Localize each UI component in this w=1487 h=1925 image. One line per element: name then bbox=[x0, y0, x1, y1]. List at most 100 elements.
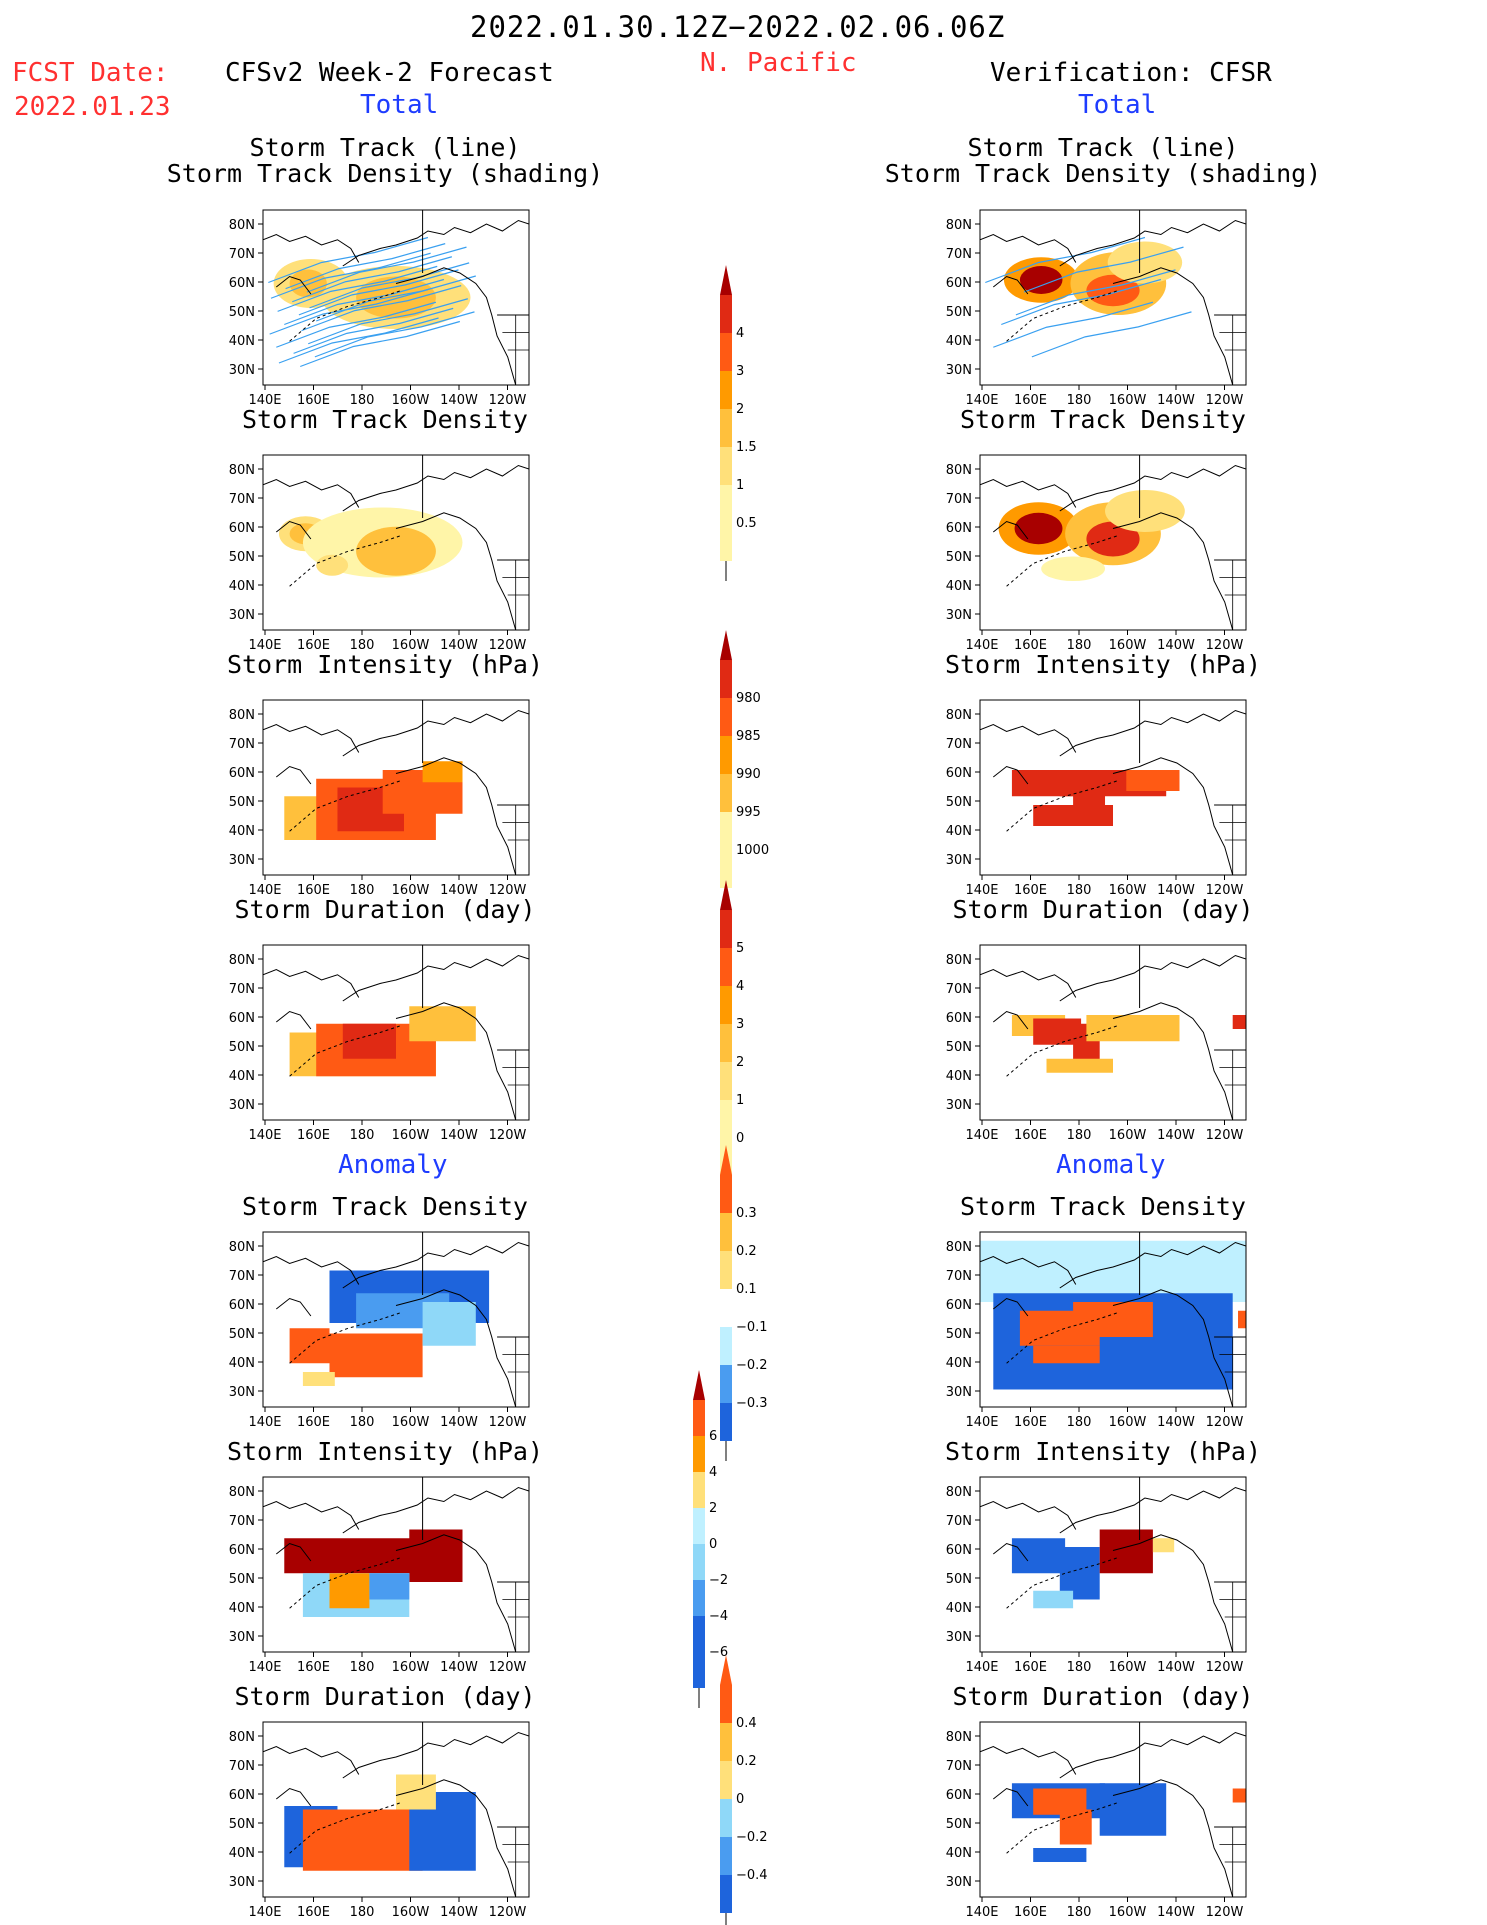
lon-label: 180 bbox=[350, 1128, 375, 1143]
colorbar-label: 6 bbox=[709, 1429, 717, 1444]
panel-title-intensity-anom-right: Storm Intensity (hPa) bbox=[944, 1437, 1262, 1466]
colorbar-segment bbox=[720, 447, 732, 485]
lat-label: 80N bbox=[229, 463, 255, 478]
lat-label: 50N bbox=[946, 1572, 972, 1587]
coastline bbox=[263, 233, 360, 263]
panel-title-density-left: Storm Track Density bbox=[242, 405, 528, 434]
lat-label: 60N bbox=[946, 1543, 972, 1558]
lat-label: 40N bbox=[946, 1601, 972, 1616]
coastline bbox=[342, 1486, 529, 1534]
lon-label: 140W bbox=[440, 1660, 478, 1675]
lon-label: 180 bbox=[1067, 393, 1092, 408]
coastline bbox=[980, 1255, 1077, 1285]
colorbar-segment bbox=[720, 1799, 732, 1837]
colorbar-segment bbox=[720, 1100, 732, 1138]
colorbar-segment bbox=[693, 1400, 705, 1436]
lat-label: 40N bbox=[946, 1356, 972, 1371]
storm-track-line bbox=[278, 317, 439, 364]
lat-label: 30N bbox=[946, 1875, 972, 1890]
lon-label: 120W bbox=[1206, 1660, 1244, 1675]
region-label: N. Pacific bbox=[700, 48, 857, 78]
colorbar-label: 5 bbox=[736, 941, 744, 956]
lat-label: 40N bbox=[229, 1069, 255, 1084]
colorbar-label: −0.2 bbox=[736, 1830, 768, 1845]
coastline bbox=[992, 765, 1029, 785]
coastline bbox=[1059, 1731, 1246, 1779]
grid-cell bbox=[1232, 1015, 1246, 1029]
grid-cell bbox=[1099, 1783, 1167, 1836]
lon-label: 160E bbox=[297, 393, 330, 408]
colorbar-segment bbox=[720, 1024, 732, 1062]
coastline bbox=[263, 1255, 360, 1285]
grid-cell bbox=[1033, 1345, 1100, 1364]
grid-cell bbox=[396, 1774, 436, 1810]
lat-label: 60N bbox=[946, 1298, 972, 1313]
lat-label: 50N bbox=[229, 1040, 255, 1055]
coastline bbox=[980, 233, 1077, 263]
lat-label: 70N bbox=[946, 982, 972, 997]
lat-label: 70N bbox=[946, 1269, 972, 1284]
map-frame bbox=[979, 209, 1247, 386]
lat-label: 50N bbox=[229, 1817, 255, 1832]
panel-title-intensity-right: Storm Intensity (hPa) bbox=[944, 650, 1262, 679]
lon-label: 120W bbox=[489, 1128, 527, 1143]
colorbar-segment bbox=[720, 850, 732, 888]
lat-label: 70N bbox=[229, 1759, 255, 1774]
lon-label: 140W bbox=[1157, 393, 1195, 408]
lat-label: 80N bbox=[946, 953, 972, 968]
lat-label: 80N bbox=[946, 1485, 972, 1500]
storm-track-line bbox=[293, 307, 454, 354]
lat-label: 40N bbox=[229, 579, 255, 594]
lat-label: 40N bbox=[946, 1846, 972, 1861]
coastline bbox=[395, 267, 517, 385]
colorbar-label: 0.3 bbox=[736, 1206, 757, 1221]
coastline bbox=[342, 709, 529, 757]
aleutian-islands bbox=[289, 1025, 402, 1077]
lon-label: 160W bbox=[1109, 1905, 1147, 1920]
lat-label: 60N bbox=[229, 1543, 255, 1558]
grid-cell bbox=[1046, 1058, 1113, 1073]
shade-region bbox=[1086, 274, 1140, 307]
lat-label: 80N bbox=[946, 463, 972, 478]
coastline bbox=[992, 1297, 1029, 1317]
lat-label: 80N bbox=[229, 1730, 255, 1745]
lon-label: 140E bbox=[248, 1415, 281, 1430]
lat-label: 50N bbox=[946, 1040, 972, 1055]
lon-label: 180 bbox=[350, 1415, 375, 1430]
lon-label: 180 bbox=[350, 1905, 375, 1920]
coastline bbox=[1112, 1002, 1234, 1120]
lat-label: 30N bbox=[946, 1630, 972, 1645]
map-frame bbox=[979, 1476, 1247, 1653]
coastline bbox=[1059, 1241, 1246, 1289]
lat-label: 60N bbox=[229, 521, 255, 536]
lon-label: 140E bbox=[965, 1660, 998, 1675]
lat-label: 70N bbox=[229, 737, 255, 752]
coastline bbox=[263, 478, 360, 508]
lat-label: 60N bbox=[946, 766, 972, 781]
panel-title-intensity-anom-left: Storm Intensity (hPa) bbox=[226, 1437, 544, 1466]
lon-label: 160W bbox=[392, 393, 430, 408]
colorbar-segment bbox=[693, 1508, 705, 1544]
aleutian-islands bbox=[1006, 1802, 1119, 1854]
colorbar-segment bbox=[720, 736, 732, 774]
lon-label: 180 bbox=[350, 883, 375, 898]
colorbar-label: 1.5 bbox=[736, 440, 757, 455]
lon-label: 140E bbox=[248, 1905, 281, 1920]
lat-label: 60N bbox=[229, 766, 255, 781]
lon-label: 140W bbox=[440, 1905, 478, 1920]
colorbar-segment bbox=[720, 1062, 732, 1100]
right-total-label: Total bbox=[1078, 90, 1157, 120]
lon-label: 180 bbox=[350, 638, 375, 653]
lon-label: 160E bbox=[1014, 1660, 1047, 1675]
coastline bbox=[395, 1534, 517, 1652]
map-panel-6-verification: 80N 70N 60N 50N 40N 30N 140E 160E 180 160W 140W 120… bbox=[946, 1721, 1247, 1920]
lon-label: 140W bbox=[1157, 1128, 1195, 1143]
coastline bbox=[1112, 1289, 1234, 1407]
storm-track-line bbox=[993, 301, 1154, 348]
left-column-title: CFSv2 Week-2 Forecast bbox=[225, 58, 554, 88]
right-anomaly-label: Anomaly bbox=[1056, 1150, 1166, 1180]
lon-label: 160W bbox=[392, 1128, 430, 1143]
colorbar-segment bbox=[720, 333, 732, 371]
colorbar-segment bbox=[720, 1837, 732, 1875]
panel-title-track-left-2: Storm Track Density (shading) bbox=[166, 159, 604, 188]
